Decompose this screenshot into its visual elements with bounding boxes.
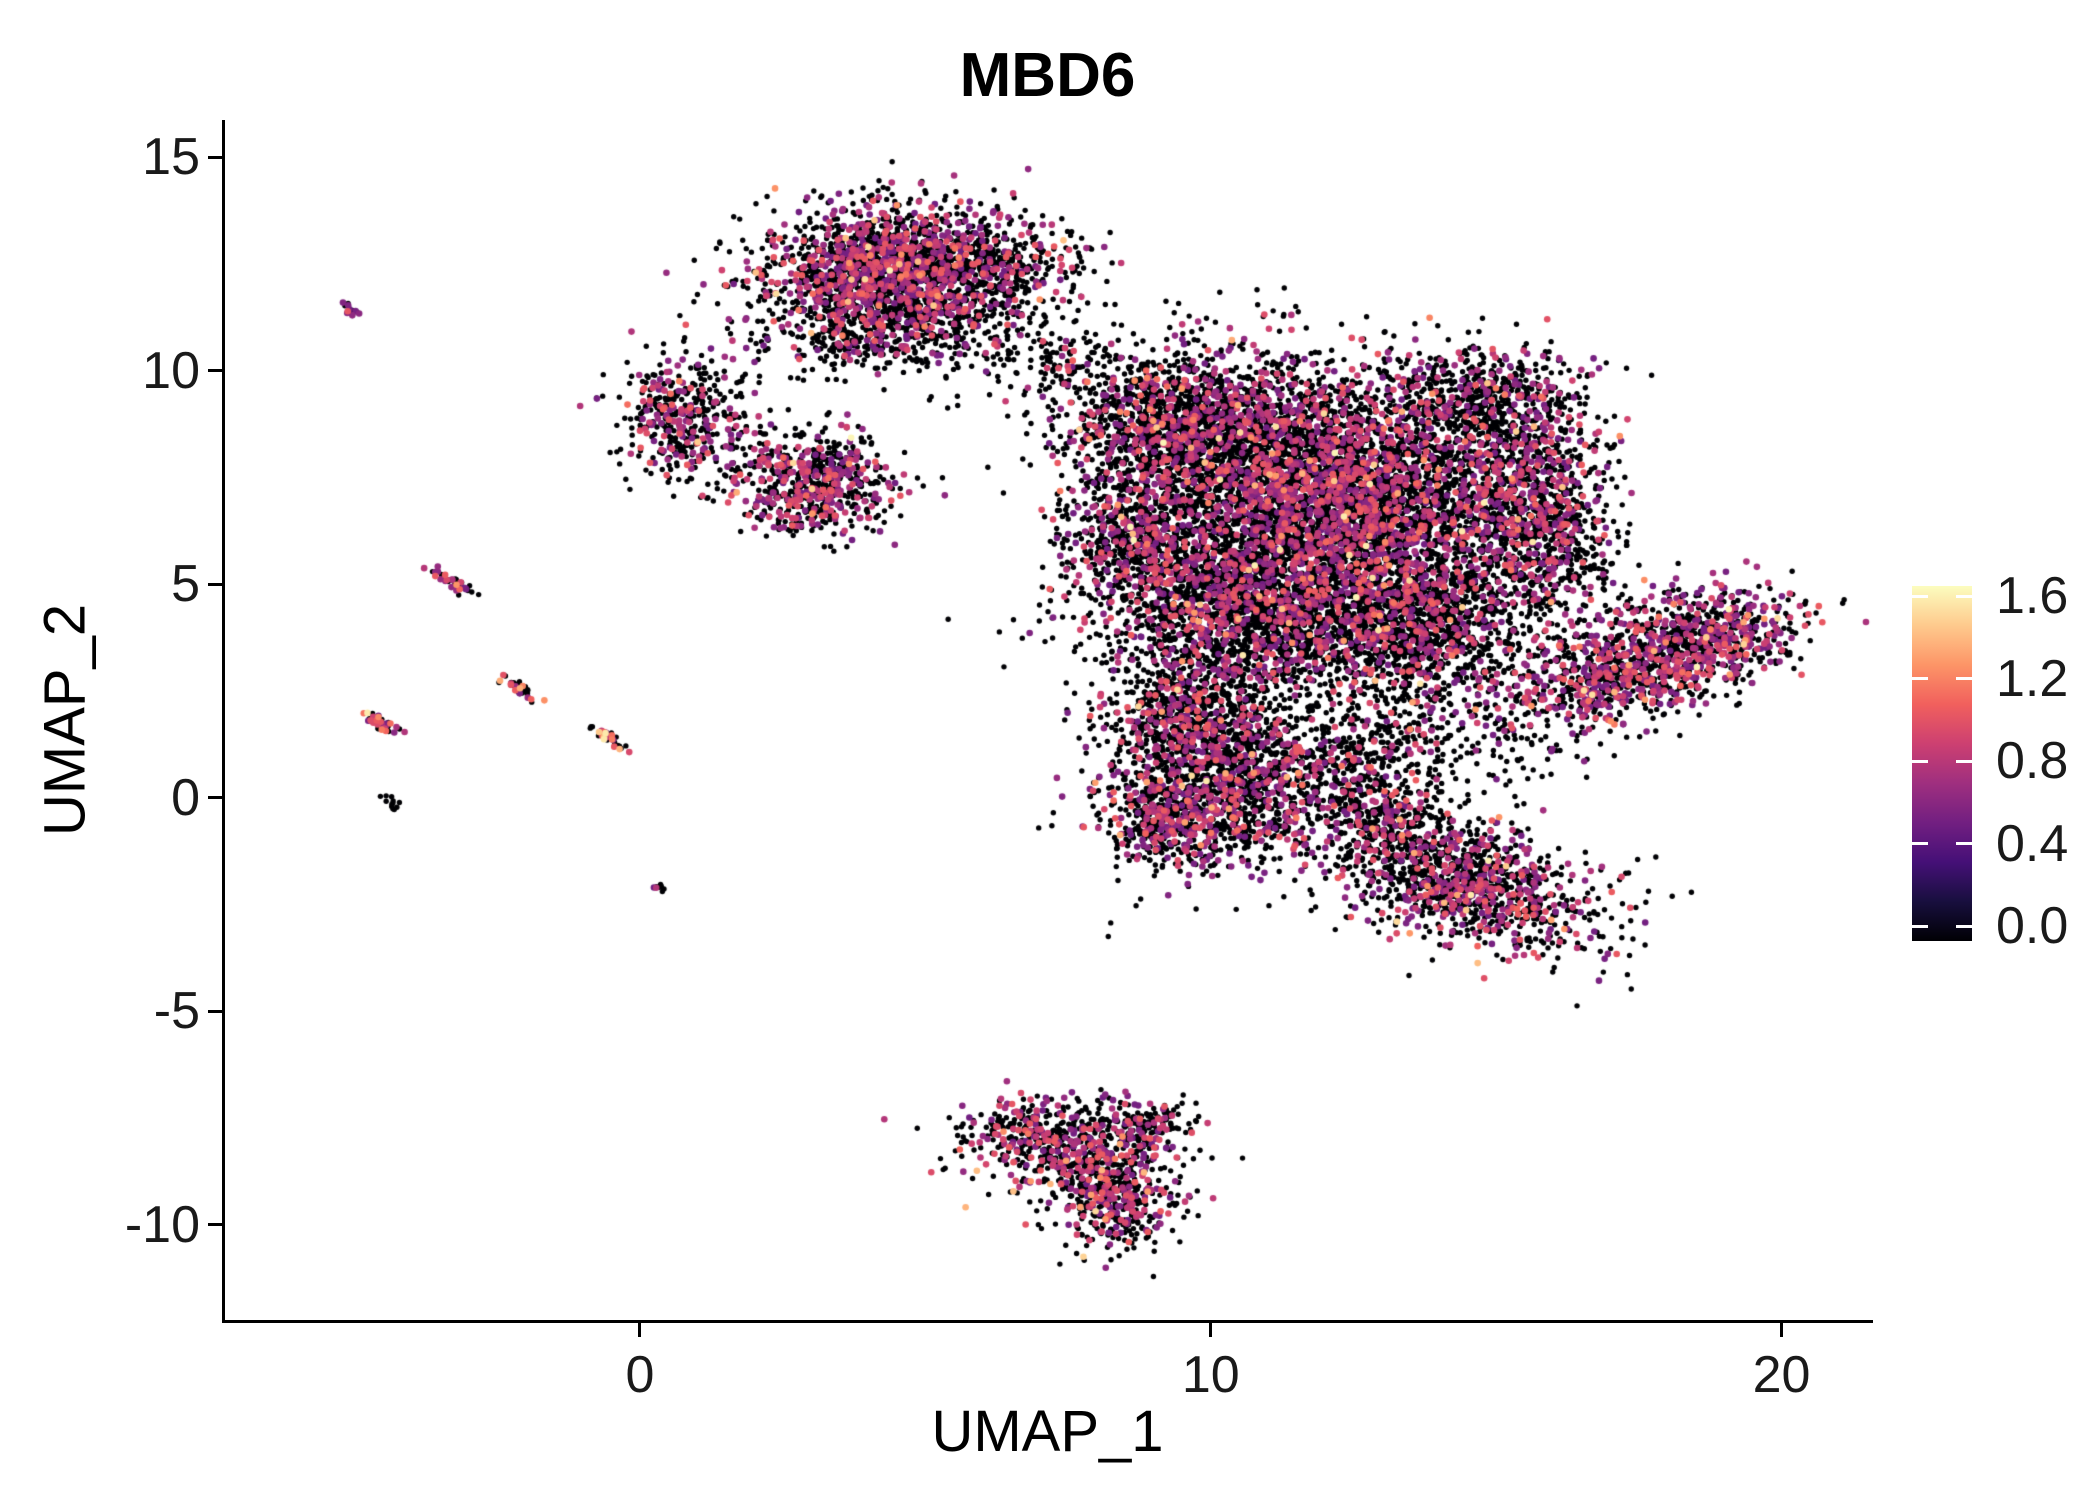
y-tick-mark bbox=[208, 1009, 222, 1013]
y-axis-line bbox=[222, 120, 225, 1323]
y-tick-label: -10 bbox=[124, 1195, 200, 1254]
x-tick-mark bbox=[638, 1323, 642, 1337]
y-tick-label: 0 bbox=[171, 768, 200, 827]
x-tick-label: 20 bbox=[1752, 1346, 1811, 1404]
legend-tick-mark bbox=[1912, 677, 1928, 681]
legend-tick-mark bbox=[1912, 759, 1928, 763]
y-tick-mark bbox=[208, 369, 222, 373]
legend-tick-mark bbox=[1956, 677, 1972, 681]
y-tick-mark bbox=[208, 155, 222, 159]
legend-tick-label: 0.4 bbox=[1996, 814, 2069, 873]
y-tick-mark bbox=[208, 582, 222, 586]
x-tick-mark bbox=[1209, 1323, 1213, 1337]
legend-tick-label: 1.6 bbox=[1996, 567, 2069, 626]
y-tick-mark bbox=[208, 1223, 222, 1227]
legend-tick-mark bbox=[1956, 594, 1972, 598]
legend-gradient-bar bbox=[1912, 586, 1972, 941]
legend-tick-mark bbox=[1956, 842, 1972, 846]
x-tick-mark bbox=[1780, 1323, 1784, 1337]
y-tick-label: 15 bbox=[142, 128, 200, 187]
x-axis-line bbox=[222, 1320, 1873, 1323]
y-tick-label: 5 bbox=[171, 555, 200, 614]
legend-tick-mark bbox=[1956, 924, 1972, 928]
legend-tick-mark bbox=[1956, 759, 1972, 763]
legend-tick-label: 0.8 bbox=[1996, 732, 2069, 791]
y-tick-mark bbox=[208, 796, 222, 800]
y-tick-label: 10 bbox=[142, 341, 200, 400]
legend-tick-label: 0.0 bbox=[1996, 897, 2069, 955]
plot-title: MBD6 bbox=[959, 41, 1136, 110]
x-axis-label: UMAP_1 bbox=[931, 1399, 1164, 1464]
legend-tick-mark bbox=[1912, 842, 1928, 846]
legend-tick-mark bbox=[1912, 924, 1928, 928]
x-tick-label: 0 bbox=[625, 1346, 655, 1404]
x-tick-label: 10 bbox=[1181, 1346, 1240, 1404]
legend-tick-mark bbox=[1912, 594, 1928, 598]
y-tick-label: -5 bbox=[153, 982, 200, 1041]
legend-tick-label: 1.2 bbox=[1996, 649, 2069, 708]
